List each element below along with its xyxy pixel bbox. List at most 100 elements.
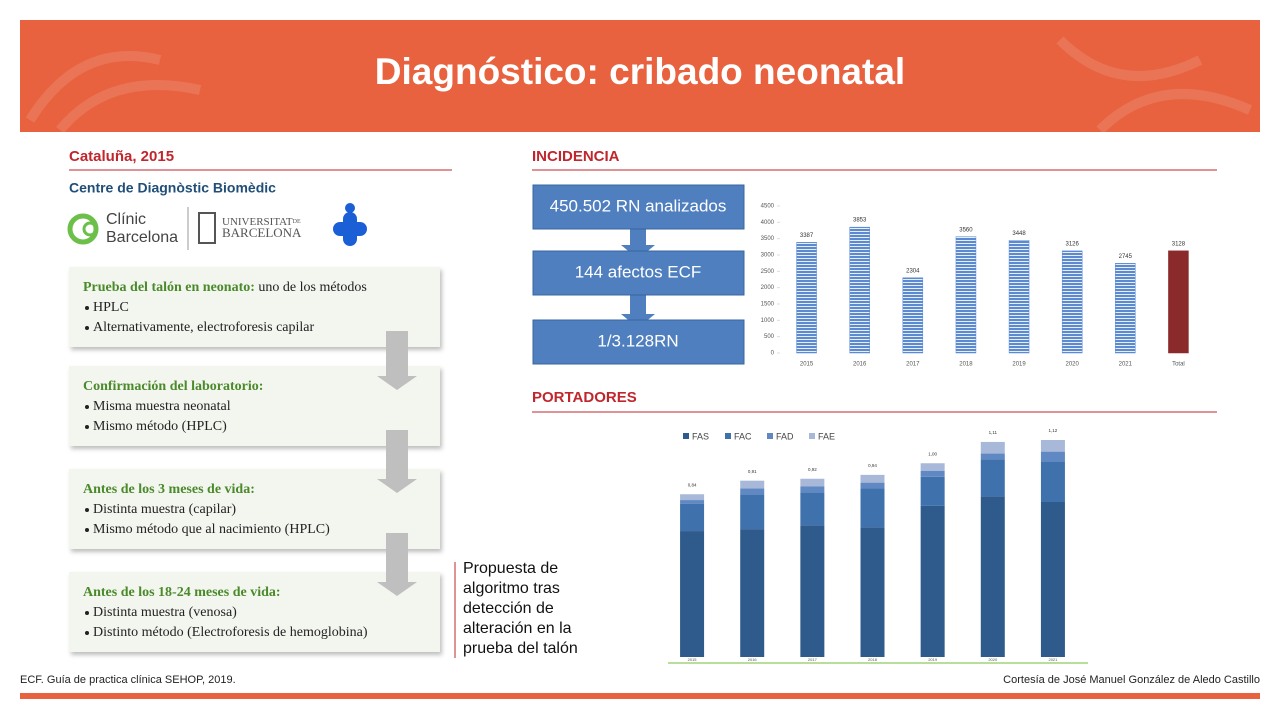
total-label: 0,91 xyxy=(748,469,757,474)
bar-segment xyxy=(860,482,885,489)
bar-segment xyxy=(1040,461,1065,502)
value-label: 2304 xyxy=(906,268,920,274)
logo-text: BARCELONA xyxy=(222,225,302,240)
value-label: 3128 xyxy=(1172,241,1186,247)
bullet xyxy=(85,405,89,409)
x-tick-label: 2018 xyxy=(868,657,878,662)
logo-text: UNIVERSITATDE xyxy=(222,216,301,228)
slide-title: Diagnóstico: cribado neonatal xyxy=(375,51,905,92)
x-tick-label: 2015 xyxy=(800,362,814,368)
x-tick-label: 2015 xyxy=(688,657,698,662)
step-title: Antes de los 3 meses de vida: xyxy=(83,482,255,497)
x-tick-label: 2017 xyxy=(906,362,920,368)
x-tick-label: 2021 xyxy=(1119,362,1133,368)
bar-segment xyxy=(740,480,765,489)
bar-segment xyxy=(980,453,1005,460)
note-line: Propuesta de xyxy=(463,560,558,577)
y-tick-label: 3500 xyxy=(761,236,775,242)
bar-segment xyxy=(1040,451,1065,462)
bar-segment xyxy=(920,463,945,471)
legend-swatch xyxy=(683,433,689,439)
bar xyxy=(902,277,924,354)
note-line: alteración en la xyxy=(463,620,572,637)
header-pattern xyxy=(25,36,1253,134)
bullet xyxy=(85,508,89,512)
footer-source: ECF. Guía de practica clínica SEHOP, 201… xyxy=(20,674,236,686)
bar xyxy=(1168,250,1189,354)
legend-label: FAE xyxy=(818,431,835,441)
value-label: 3448 xyxy=(1012,231,1026,237)
flow-text: 1/3.128RN xyxy=(597,331,678,350)
step-title-rest: uno de los métodos xyxy=(255,280,367,295)
bar xyxy=(796,242,817,354)
value-label: 3387 xyxy=(800,233,814,239)
value-label: 3126 xyxy=(1066,241,1080,247)
bar-segment xyxy=(800,525,825,657)
x-tick-label: 2016 xyxy=(853,362,867,368)
legend-label: FAD xyxy=(776,431,794,441)
y-tick-label: 1500 xyxy=(761,302,775,308)
step-bullet: Misma muestra neonatal xyxy=(93,399,231,414)
step-title: Confirmación del laboratorio: xyxy=(83,379,263,394)
logo-clinic: Clínic Barcelona xyxy=(67,211,178,246)
total-label: 0,84 xyxy=(688,482,697,487)
header-bar xyxy=(20,20,1260,132)
total-label: 1,00 xyxy=(928,451,937,456)
bar-segment xyxy=(980,459,1005,497)
legend-swatch xyxy=(767,433,773,439)
bar-segment xyxy=(680,494,705,501)
bar-segment xyxy=(800,492,825,526)
bar xyxy=(1061,250,1083,354)
note-line: detección de xyxy=(463,600,554,617)
bar-segment xyxy=(920,471,945,477)
step-bullet: Distinta muestra (venosa) xyxy=(93,605,237,620)
total-label: 1,12 xyxy=(1049,428,1058,433)
flow-arrow xyxy=(377,533,417,596)
legend-swatch xyxy=(725,433,731,439)
step-title-strong: Antes de los 18-24 meses de vida: xyxy=(83,585,281,600)
x-tick-label: 2020 xyxy=(1066,362,1080,368)
value-label: 2745 xyxy=(1119,254,1133,260)
y-tick-label: 4500 xyxy=(761,204,775,210)
bar-segment xyxy=(680,500,705,504)
section-heading: INCIDENCIA xyxy=(532,148,620,165)
bar-segment xyxy=(860,488,885,528)
bar-segment xyxy=(1040,502,1065,657)
flow-arrow xyxy=(377,331,417,390)
step-bullet: HPLC xyxy=(93,300,129,315)
step-box xyxy=(69,366,440,446)
step-box xyxy=(69,267,440,347)
bullet xyxy=(85,326,89,330)
logo-text: Barcelona xyxy=(106,229,178,246)
logo-text: Clínic xyxy=(106,211,146,228)
y-tick-label: 2500 xyxy=(761,269,775,275)
x-tick-label: 2016 xyxy=(748,657,758,662)
footer-credit: Cortesía de José Manuel González de Aled… xyxy=(1003,674,1260,686)
total-label: 1,11 xyxy=(989,430,998,435)
bar xyxy=(1115,263,1136,354)
bar-segment xyxy=(1040,440,1065,452)
step-bullet: Alternativamente, electroforesis capilar xyxy=(93,320,315,335)
x-tick-label: 2021 xyxy=(1048,657,1058,662)
x-tick-label: 2017 xyxy=(808,657,818,662)
y-tick-label: 0 xyxy=(771,351,775,357)
bar xyxy=(1008,240,1030,354)
legend-label: FAC xyxy=(734,431,752,441)
step-bullet: Mismo método que al nacimiento (HPLC) xyxy=(93,522,330,537)
bar-segment xyxy=(920,505,945,657)
bar-segment xyxy=(860,527,885,657)
section-heading: PORTADORES xyxy=(532,389,637,406)
x-tick-label: 2019 xyxy=(1012,362,1026,368)
bullet xyxy=(85,425,89,429)
step-title-strong: Antes de los 3 meses de vida: xyxy=(83,482,255,497)
flow-box xyxy=(532,319,745,365)
logo-plus xyxy=(333,203,367,246)
bar-segment xyxy=(860,474,885,483)
flow-arrow xyxy=(621,291,655,328)
step-title-strong: Confirmación del laboratorio: xyxy=(83,379,263,394)
bar-segment xyxy=(980,441,1005,454)
flow-box xyxy=(532,250,745,296)
total-label: 0,92 xyxy=(808,467,817,472)
bullet xyxy=(85,611,89,615)
